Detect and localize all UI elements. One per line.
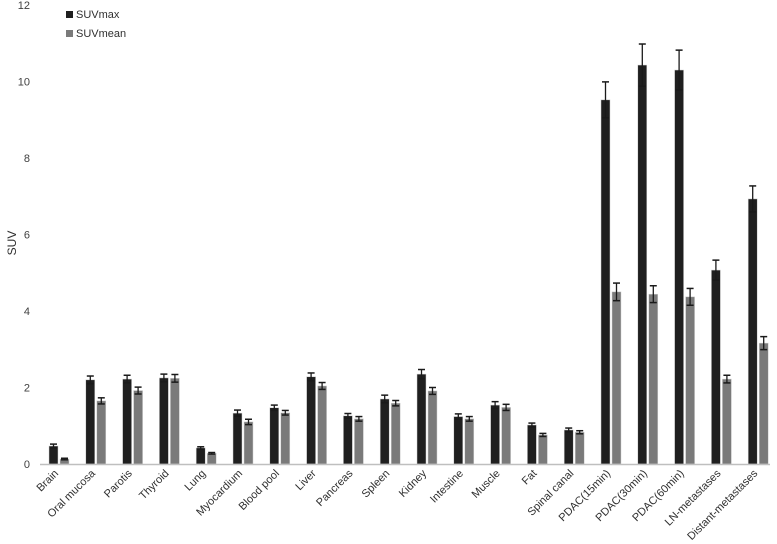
- bar-suvmax: [416, 373, 427, 465]
- x-tick-label: Blood pool: [237, 468, 282, 513]
- bar-suvmax: [195, 447, 206, 465]
- bar-group: [527, 422, 548, 465]
- bar-suvmax: [453, 416, 464, 465]
- bar-group: [453, 413, 475, 465]
- x-tick-label: Brain: [34, 468, 61, 495]
- bar-group: [379, 394, 401, 465]
- bar-suvmean: [280, 412, 291, 465]
- bar-suvmean: [317, 385, 327, 465]
- x-tick-label: Lung: [183, 468, 209, 494]
- x-tick-label: Distant-metastases: [685, 467, 760, 542]
- bar-suvmean: [574, 432, 585, 465]
- bar-suvmean: [427, 390, 438, 465]
- bar-group: [269, 404, 291, 465]
- bar-group: [85, 375, 107, 465]
- bar-suvmean: [464, 418, 475, 465]
- bar-group: [343, 412, 364, 465]
- bar-suvmean: [501, 407, 511, 465]
- bar-suvmean: [133, 390, 143, 465]
- y-axis-ticks: 0 2 4 6 8 10 12: [18, 0, 30, 471]
- legend-label-suvmean: SUVmean: [76, 28, 126, 40]
- bar-suvmean: [354, 418, 364, 465]
- y-tick-label: 12: [18, 0, 30, 12]
- bar-suvmax: [527, 424, 537, 465]
- bar-suvmax: [343, 415, 353, 465]
- x-tick-label: Muscle: [470, 468, 503, 501]
- x-tick-label: Pancreas: [314, 467, 356, 509]
- x-tick-label: Spleen: [360, 468, 393, 501]
- bar-suvmax: [122, 378, 132, 465]
- bar-group: [195, 446, 217, 465]
- bar-group: [490, 400, 511, 465]
- bar-suvmean: [538, 434, 548, 465]
- bar-group: [232, 409, 254, 465]
- bar-suvmax: [379, 398, 390, 465]
- bar-group: [122, 374, 143, 465]
- y-tick-label: 0: [24, 459, 30, 471]
- bar-suvmax: [747, 198, 758, 465]
- bar-suvmax: [85, 379, 96, 465]
- x-tick-label: Intestine: [428, 468, 466, 506]
- bar-suvmax: [674, 69, 684, 465]
- y-tick-label: 2: [24, 383, 30, 395]
- legend: SUVmax SUVmean: [66, 9, 126, 40]
- bar-suvmean: [685, 296, 695, 465]
- bar-suvmax: [269, 407, 280, 465]
- x-tick-label: Parotis: [102, 467, 135, 500]
- x-tick-label: Thyroid: [137, 468, 171, 502]
- bar-suvmean: [96, 400, 107, 465]
- bar-group: [416, 368, 438, 465]
- bar-group: [600, 81, 622, 465]
- x-tick-label: Kidney: [397, 467, 430, 500]
- bar-suvmean: [243, 421, 254, 465]
- y-tick-label: 6: [24, 230, 30, 242]
- legend-swatch-suvmean: [66, 30, 73, 37]
- bar-suvmax: [563, 429, 574, 465]
- bar-suvmean: [722, 378, 732, 465]
- bar-group: [48, 443, 70, 465]
- bar-group: [711, 259, 732, 465]
- bar-suvmax: [711, 269, 721, 465]
- bar-group: [306, 372, 327, 465]
- bar-group: [159, 373, 180, 465]
- y-tick-label: 10: [18, 77, 30, 89]
- bar-suvmean: [170, 378, 180, 465]
- legend-label-suvmax: SUVmax: [76, 9, 120, 21]
- bar-suvmax: [637, 64, 648, 465]
- bar-group: [674, 49, 695, 465]
- bar-suvmean: [648, 293, 659, 465]
- y-tick-label: 4: [24, 306, 30, 318]
- x-tick-label: Liver: [293, 467, 319, 493]
- x-tick-label: Fat: [520, 468, 540, 488]
- bar-suvmean: [758, 342, 769, 465]
- bar-suvmax: [600, 99, 611, 465]
- bar-suvmax: [159, 377, 169, 465]
- y-tick-label: 8: [24, 153, 30, 165]
- bars: [48, 43, 769, 465]
- bar-suvmean: [390, 402, 401, 465]
- bar-suvmax: [232, 412, 243, 465]
- y-axis-label: SUV: [5, 231, 19, 256]
- bar-group: [563, 427, 585, 465]
- legend-swatch-suvmax: [66, 11, 73, 18]
- bar-suvmax: [306, 376, 316, 465]
- bar-group: [637, 43, 659, 465]
- bar-suvmax: [48, 445, 59, 465]
- bar-group: [747, 185, 769, 465]
- bar-suvmax: [490, 404, 500, 465]
- bar-suvmean: [206, 453, 217, 465]
- bar-suvmean: [611, 291, 622, 465]
